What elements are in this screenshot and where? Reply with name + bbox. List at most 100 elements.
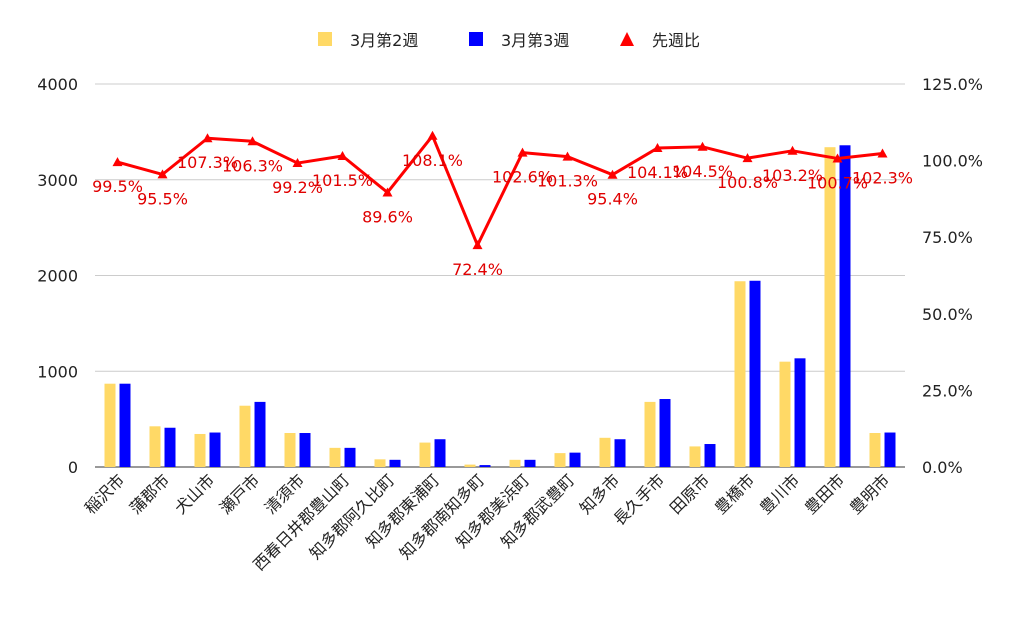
ratio-label: 89.6% [362,207,413,226]
legend-label-series-3: 先週比 [652,31,700,50]
ratio-label: 99.5% [92,177,143,196]
legend-swatch-series-2 [469,32,483,46]
ratio-label: 103.2% [762,166,823,185]
ratio-label: 95.5% [137,189,188,208]
bar-series-1 [284,433,296,467]
ratio-point [787,145,798,155]
legend-label-series-1: 3月第2週 [350,31,418,50]
ratio-label: 104.1% [627,163,688,182]
bar-series-1 [419,442,431,467]
bar-series-2 [884,432,896,467]
bar-series-2 [749,280,761,467]
bar-series-2 [389,459,401,467]
category-label: 田原市 [666,470,713,517]
bar-series-2 [434,439,446,467]
category-label: 豊田市 [801,470,848,517]
bar-series-1 [779,361,791,467]
category-label: 犬山市 [171,470,218,517]
ratio-label: 102.6% [492,168,553,187]
ratio-point [382,187,393,197]
bar-series-2 [524,459,536,467]
ratio-point [247,136,258,146]
left-tick-label: 0 [68,458,78,477]
bar-series-1 [734,281,746,467]
left-axis-ticks: 0 1000 2000 3000 4000 [37,75,78,477]
ratio-label: 100.8% [717,173,778,192]
bars [104,145,896,467]
ratio-point [562,151,573,161]
bar-series-2 [659,399,671,467]
left-tick-label: 4000 [37,75,78,94]
bar-series-1 [239,405,251,467]
ratio-point [742,153,753,163]
right-axis-ticks: 0.0% 25.0% 50.0% 75.0% 100.0% 125.0% [922,75,983,477]
bar-series-2 [119,383,131,467]
category-label: 稲沢市 [81,470,128,517]
ratio-label: 72.4% [452,260,503,279]
bar-series-1 [104,383,116,467]
ratio-label: 100.7% [807,173,868,192]
category-label: 豊川市 [756,470,803,517]
ratio-labels: 99.5%95.5% 107.3%106.3% 99.2%101.5% 89.6% 10… [92,151,913,279]
ratio-label: 108.1% [402,151,463,170]
ratio-point [652,143,663,153]
ratio-line [112,130,888,250]
bar-series-1 [599,437,611,467]
legend-marker-series-3 [620,32,634,46]
bar-series-2 [839,145,851,467]
ratio-point [832,153,843,163]
right-tick-label: 100.0% [922,152,983,171]
bar-series-1 [194,433,206,467]
bar-series-2 [569,452,581,467]
ratio-point [427,130,438,140]
ratio-point [157,169,168,179]
bar-series-1 [509,459,521,467]
ratio-point [517,147,528,157]
ratio-point [292,158,303,168]
right-tick-label: 75.0% [922,228,973,247]
bar-series-1 [689,446,701,467]
bar-series-2 [209,432,221,467]
category-label: 豊橋市 [711,470,758,517]
category-labels: 稲沢市蒲郡市犬山市瀬戸市清須市西春日井郡豊山町知多郡阿久比町知多郡東浦町知多郡南… [81,470,893,574]
bar-series-1 [644,401,656,467]
ratio-label: 95.4% [587,190,638,209]
bar-series-1 [464,464,476,467]
category-label: 豊明市 [846,470,893,517]
bar-series-2 [614,439,626,467]
bar-series-1 [149,426,161,467]
legend-swatch-series-1 [318,32,332,46]
bar-series-1 [329,447,341,467]
category-label: 瀬戸市 [216,470,263,517]
bar-series-2 [479,465,491,467]
ratio-label: 107.3% [177,153,238,172]
ratio-point [202,133,213,143]
gridlines [95,83,905,468]
bar-series-1 [869,433,881,467]
ratio-point [112,157,123,167]
left-tick-label: 2000 [37,267,78,286]
bar-series-1 [554,453,566,467]
ratio-label: 99.2% [272,178,323,197]
category-label: 蒲郡市 [126,470,173,517]
legend-label-series-2: 3月第3週 [501,31,569,50]
right-tick-label: 50.0% [922,305,973,324]
bar-series-1 [374,459,386,467]
bar-series-2 [794,358,806,467]
ratio-label: 101.3% [537,172,598,191]
bar-series-2 [254,401,266,467]
ratio-line-path [117,134,883,247]
right-tick-label: 0.0% [922,458,963,477]
bar-series-1 [824,147,836,467]
ratio-label: 104.5% [672,162,733,181]
bar-series-2 [344,447,356,467]
ratio-label: 101.5% [312,171,373,190]
ratio-label: 106.3% [222,156,283,175]
bar-series-2 [704,444,716,467]
right-tick-label: 25.0% [922,381,973,400]
left-tick-label: 1000 [37,362,78,381]
right-tick-label: 125.0% [922,75,983,94]
legend: 3月第2週 3月第3週 先週比 [318,31,700,50]
ratio-point [877,148,888,158]
